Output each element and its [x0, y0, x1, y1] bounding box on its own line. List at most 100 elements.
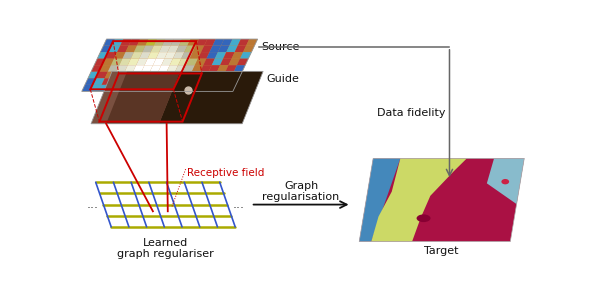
Polygon shape	[94, 59, 105, 65]
Polygon shape	[118, 78, 130, 85]
Text: ...: ...	[86, 198, 99, 211]
Polygon shape	[234, 65, 245, 72]
Polygon shape	[197, 72, 208, 78]
Ellipse shape	[501, 179, 509, 184]
Polygon shape	[135, 78, 147, 85]
Polygon shape	[172, 72, 184, 78]
Polygon shape	[179, 39, 191, 46]
Polygon shape	[219, 78, 231, 85]
Text: Target: Target	[424, 246, 459, 256]
Text: Receptive field: Receptive field	[187, 168, 265, 177]
Polygon shape	[101, 46, 112, 52]
Polygon shape	[226, 46, 238, 52]
Polygon shape	[182, 85, 194, 91]
Polygon shape	[212, 59, 223, 65]
Ellipse shape	[417, 215, 430, 222]
Polygon shape	[91, 71, 263, 124]
Polygon shape	[208, 65, 220, 72]
Polygon shape	[234, 46, 246, 52]
Polygon shape	[128, 39, 140, 46]
Polygon shape	[226, 65, 237, 72]
Polygon shape	[186, 59, 198, 65]
Polygon shape	[111, 59, 123, 65]
Polygon shape	[237, 59, 249, 65]
Polygon shape	[105, 52, 117, 59]
Polygon shape	[154, 39, 165, 46]
Polygon shape	[155, 72, 166, 78]
Polygon shape	[195, 59, 207, 65]
Polygon shape	[151, 46, 162, 52]
Polygon shape	[220, 59, 231, 65]
Polygon shape	[188, 39, 199, 46]
Polygon shape	[186, 78, 197, 85]
Polygon shape	[193, 46, 204, 52]
Polygon shape	[139, 52, 151, 59]
Polygon shape	[210, 46, 221, 52]
Polygon shape	[137, 39, 149, 46]
Polygon shape	[227, 78, 239, 85]
Polygon shape	[246, 39, 258, 46]
Polygon shape	[131, 52, 142, 59]
Polygon shape	[181, 52, 193, 59]
Polygon shape	[229, 59, 240, 65]
Polygon shape	[194, 78, 205, 85]
Text: Graph
regularisation: Graph regularisation	[262, 181, 340, 202]
Polygon shape	[213, 39, 224, 46]
Text: Source: Source	[260, 42, 299, 52]
Polygon shape	[124, 85, 135, 91]
Polygon shape	[359, 159, 400, 241]
Polygon shape	[152, 78, 163, 85]
Polygon shape	[208, 85, 219, 91]
Polygon shape	[184, 46, 196, 52]
Polygon shape	[113, 72, 125, 78]
Polygon shape	[146, 39, 157, 46]
Polygon shape	[142, 46, 154, 52]
Text: Data fidelity: Data fidelity	[377, 108, 446, 118]
Polygon shape	[133, 65, 144, 72]
Polygon shape	[140, 85, 152, 91]
Polygon shape	[94, 78, 105, 85]
Polygon shape	[120, 59, 131, 65]
Polygon shape	[174, 85, 186, 91]
Polygon shape	[90, 85, 102, 91]
Polygon shape	[144, 59, 156, 65]
Text: ...: ...	[232, 198, 244, 211]
Polygon shape	[125, 65, 136, 72]
Polygon shape	[223, 52, 234, 59]
Polygon shape	[189, 52, 201, 59]
Polygon shape	[108, 65, 120, 72]
Polygon shape	[238, 39, 249, 46]
Polygon shape	[106, 71, 180, 124]
Polygon shape	[160, 78, 172, 85]
Polygon shape	[115, 85, 127, 91]
Polygon shape	[110, 78, 121, 85]
Polygon shape	[191, 85, 202, 91]
Polygon shape	[102, 59, 114, 65]
Polygon shape	[371, 159, 467, 241]
Polygon shape	[112, 39, 123, 46]
Polygon shape	[161, 59, 173, 65]
Polygon shape	[127, 78, 139, 85]
Polygon shape	[88, 72, 99, 78]
Polygon shape	[123, 52, 134, 59]
Polygon shape	[120, 39, 132, 46]
Polygon shape	[166, 65, 178, 72]
Polygon shape	[487, 159, 525, 204]
Polygon shape	[216, 85, 227, 91]
Polygon shape	[170, 39, 182, 46]
Polygon shape	[126, 46, 137, 52]
Polygon shape	[114, 52, 126, 59]
Polygon shape	[184, 65, 195, 72]
Polygon shape	[205, 72, 217, 78]
Polygon shape	[165, 52, 176, 59]
Polygon shape	[159, 46, 170, 52]
Polygon shape	[207, 52, 218, 59]
Polygon shape	[105, 72, 116, 78]
Polygon shape	[169, 78, 181, 85]
Polygon shape	[176, 46, 188, 52]
Polygon shape	[121, 72, 133, 78]
Polygon shape	[85, 78, 96, 85]
Polygon shape	[181, 72, 192, 78]
Polygon shape	[243, 46, 255, 52]
Polygon shape	[157, 85, 169, 91]
